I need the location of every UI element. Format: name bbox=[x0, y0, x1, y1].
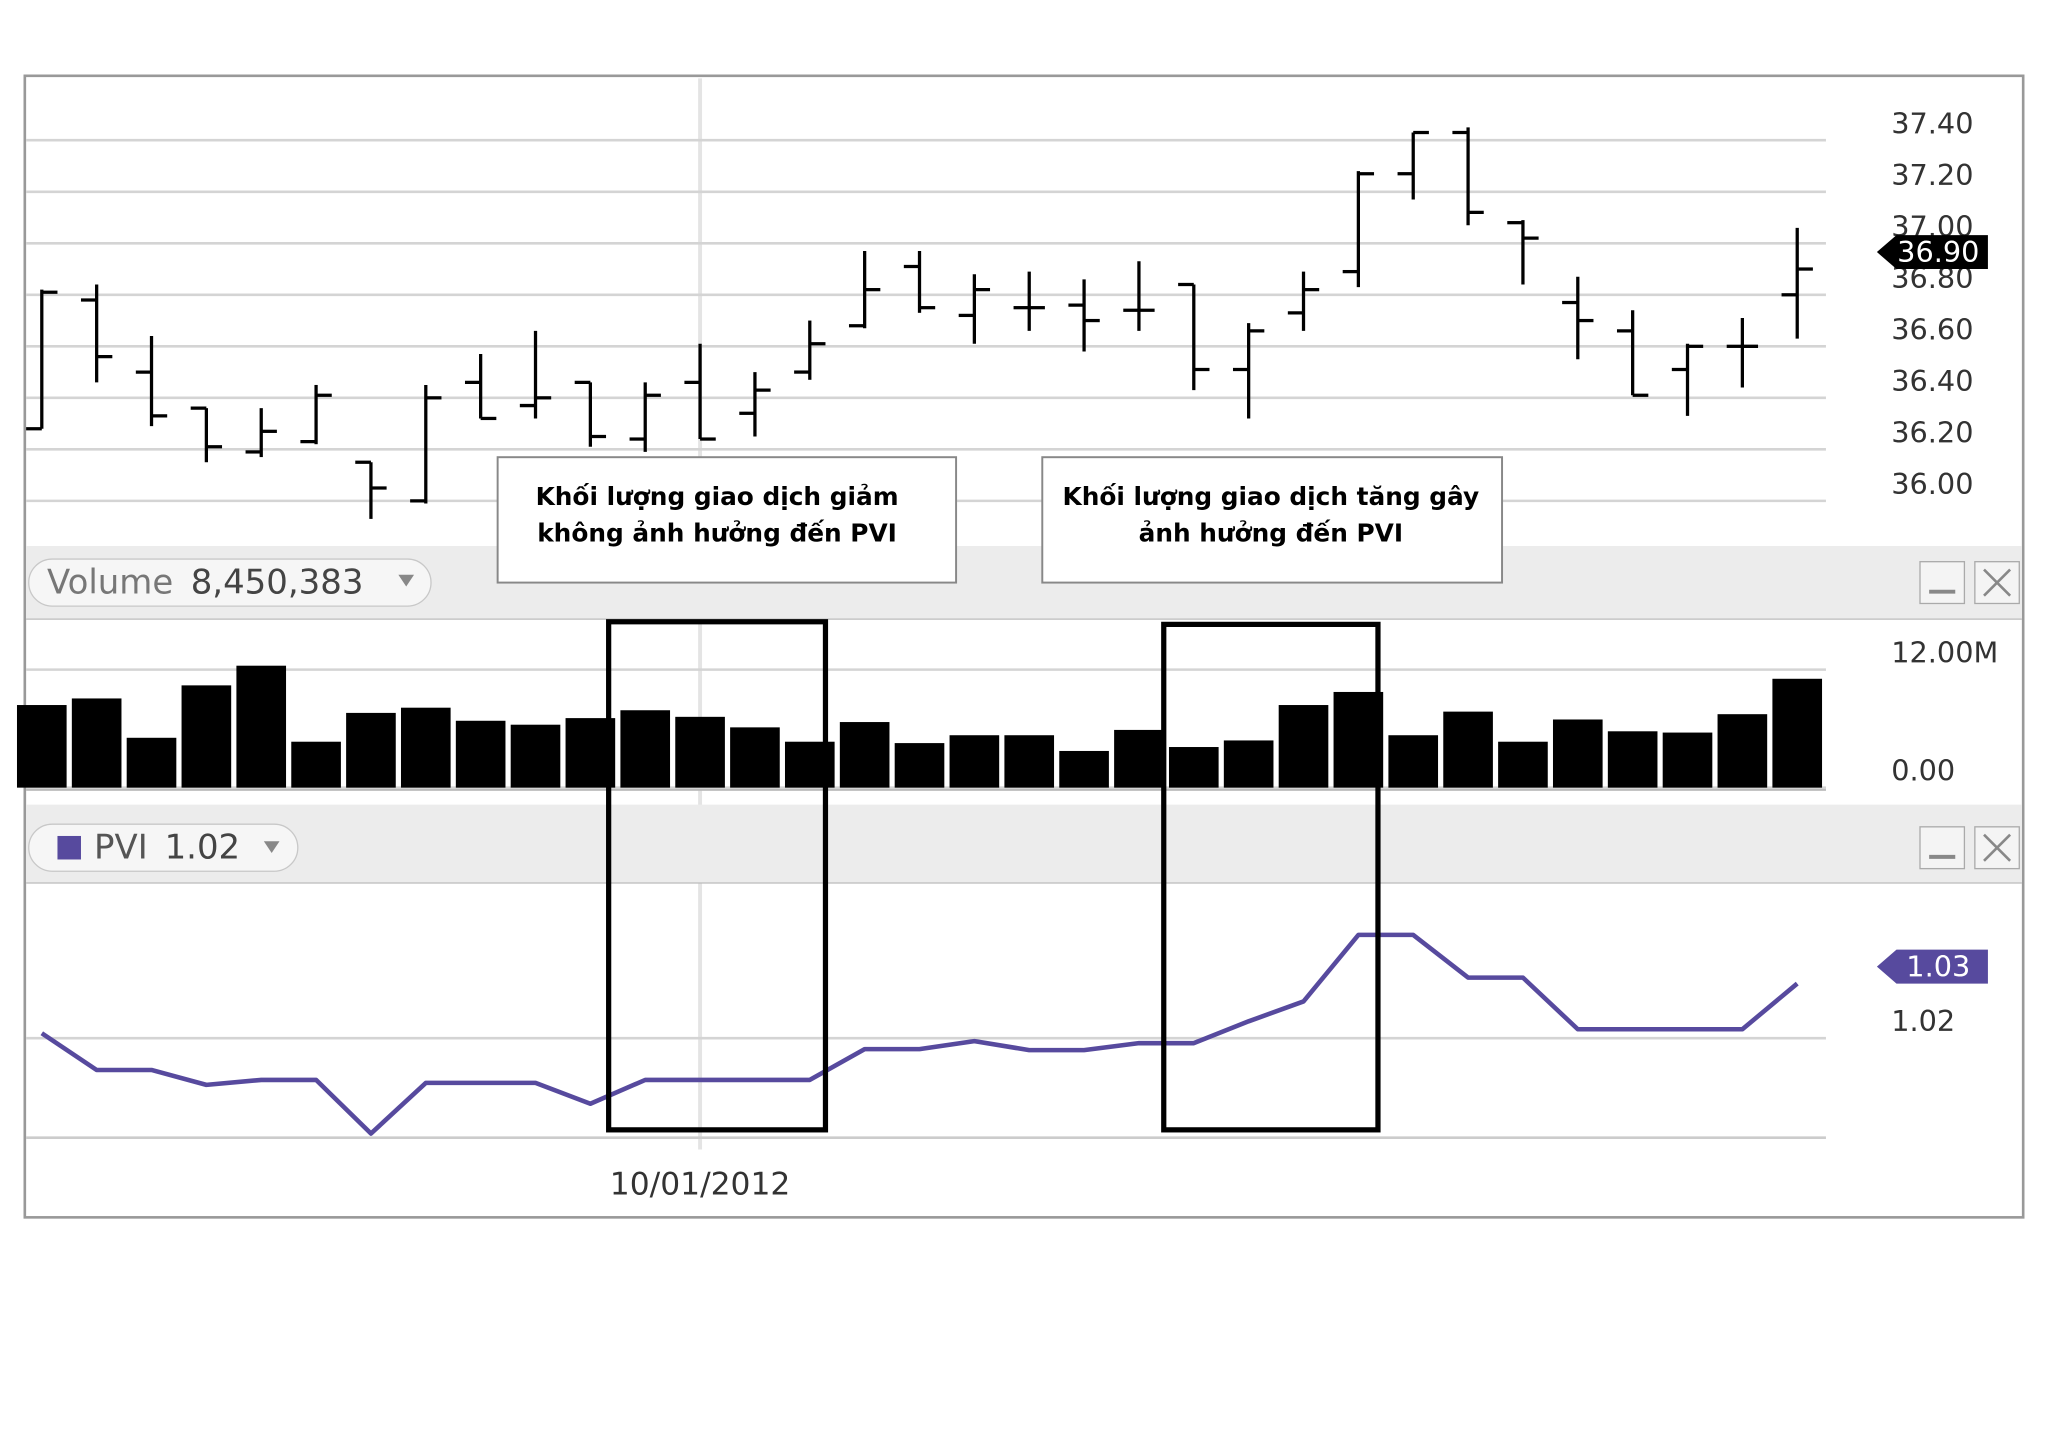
pane-title: Volume bbox=[47, 563, 173, 603]
pane-header bbox=[26, 804, 2022, 883]
bar bbox=[1498, 741, 1548, 788]
bar bbox=[1662, 732, 1713, 788]
y-tick-label: 0.00 bbox=[1891, 754, 1955, 788]
annotation-text: ảnh hưởng đến PVI bbox=[1139, 518, 1404, 547]
y-tick-label: 36.00 bbox=[1891, 467, 1973, 501]
bar bbox=[346, 712, 396, 788]
minimize-button[interactable] bbox=[1919, 826, 1966, 870]
highlight-box bbox=[1161, 621, 1381, 1133]
bar bbox=[400, 707, 451, 788]
annotation-text: không ảnh hưởng đến PVI bbox=[537, 518, 897, 547]
icon bbox=[1983, 568, 2012, 597]
bar bbox=[1772, 678, 1823, 788]
bar bbox=[1333, 691, 1384, 788]
y-tick-label: 36.40 bbox=[1891, 364, 1973, 398]
annotation-box bbox=[1041, 456, 1504, 584]
minimize-button[interactable] bbox=[1919, 561, 1966, 605]
bar bbox=[1443, 711, 1493, 788]
bar bbox=[510, 724, 561, 788]
y-tick-label: 37.40 bbox=[1891, 106, 1973, 140]
dropdown-arrow[interactable] bbox=[398, 574, 415, 587]
bar bbox=[291, 741, 341, 788]
bar bbox=[126, 737, 177, 788]
legend-pill[interactable] bbox=[28, 823, 299, 872]
bar bbox=[71, 698, 122, 788]
bar bbox=[949, 735, 1000, 788]
bar bbox=[620, 710, 671, 788]
last-value-tag bbox=[1876, 235, 1988, 270]
bar bbox=[1114, 729, 1164, 788]
highlight-box bbox=[606, 619, 829, 1133]
line bbox=[40, 932, 1799, 1136]
bar bbox=[730, 727, 780, 788]
annotation-text: Khối lượng giao dịch tăng gây bbox=[1063, 482, 1480, 511]
bar bbox=[455, 720, 506, 788]
bar bbox=[839, 722, 890, 788]
last-value-label: 1.03 bbox=[1906, 950, 1970, 984]
bar bbox=[236, 665, 287, 788]
pane-value: 1.02 bbox=[165, 828, 241, 868]
bar bbox=[1552, 719, 1603, 788]
y-tick-label: 37.20 bbox=[1891, 158, 1973, 192]
bar bbox=[1004, 735, 1055, 788]
bar bbox=[1717, 714, 1768, 788]
marks: 36.0036.2036.4036.6036.8037.0037.2037.40… bbox=[16, 106, 1998, 1203]
frame bbox=[23, 74, 2025, 1219]
bar bbox=[16, 705, 67, 788]
annotation-text: Khối lượng giao dịch giảm bbox=[536, 482, 899, 511]
last-value-label: 36.90 bbox=[1897, 235, 1979, 269]
annotation-box bbox=[496, 456, 958, 584]
bar bbox=[1278, 705, 1329, 788]
legend-swatch bbox=[57, 835, 81, 860]
bar bbox=[894, 743, 945, 788]
pane-title: PVI bbox=[94, 828, 148, 868]
y-tick-label: 12.00M bbox=[1891, 636, 1998, 670]
bar bbox=[1607, 731, 1658, 788]
dropdown-arrow[interactable] bbox=[263, 841, 280, 853]
x-tick-label: 10/01/2012 bbox=[610, 1167, 791, 1203]
icon bbox=[1983, 833, 2012, 862]
last-value-tag bbox=[1876, 949, 1988, 984]
bar bbox=[181, 685, 232, 788]
bar bbox=[675, 716, 725, 788]
bar bbox=[1388, 735, 1439, 788]
bar bbox=[1168, 747, 1219, 788]
pane-value: 8,450,383 bbox=[191, 563, 364, 603]
y-tick-label: 36.60 bbox=[1891, 312, 1973, 346]
bar bbox=[1059, 750, 1109, 788]
y-tick-label: 1.02 bbox=[1891, 1004, 1955, 1038]
y-tick-label: 36.20 bbox=[1891, 415, 1973, 449]
legend-pill[interactable] bbox=[28, 558, 432, 607]
bar bbox=[1223, 740, 1274, 788]
